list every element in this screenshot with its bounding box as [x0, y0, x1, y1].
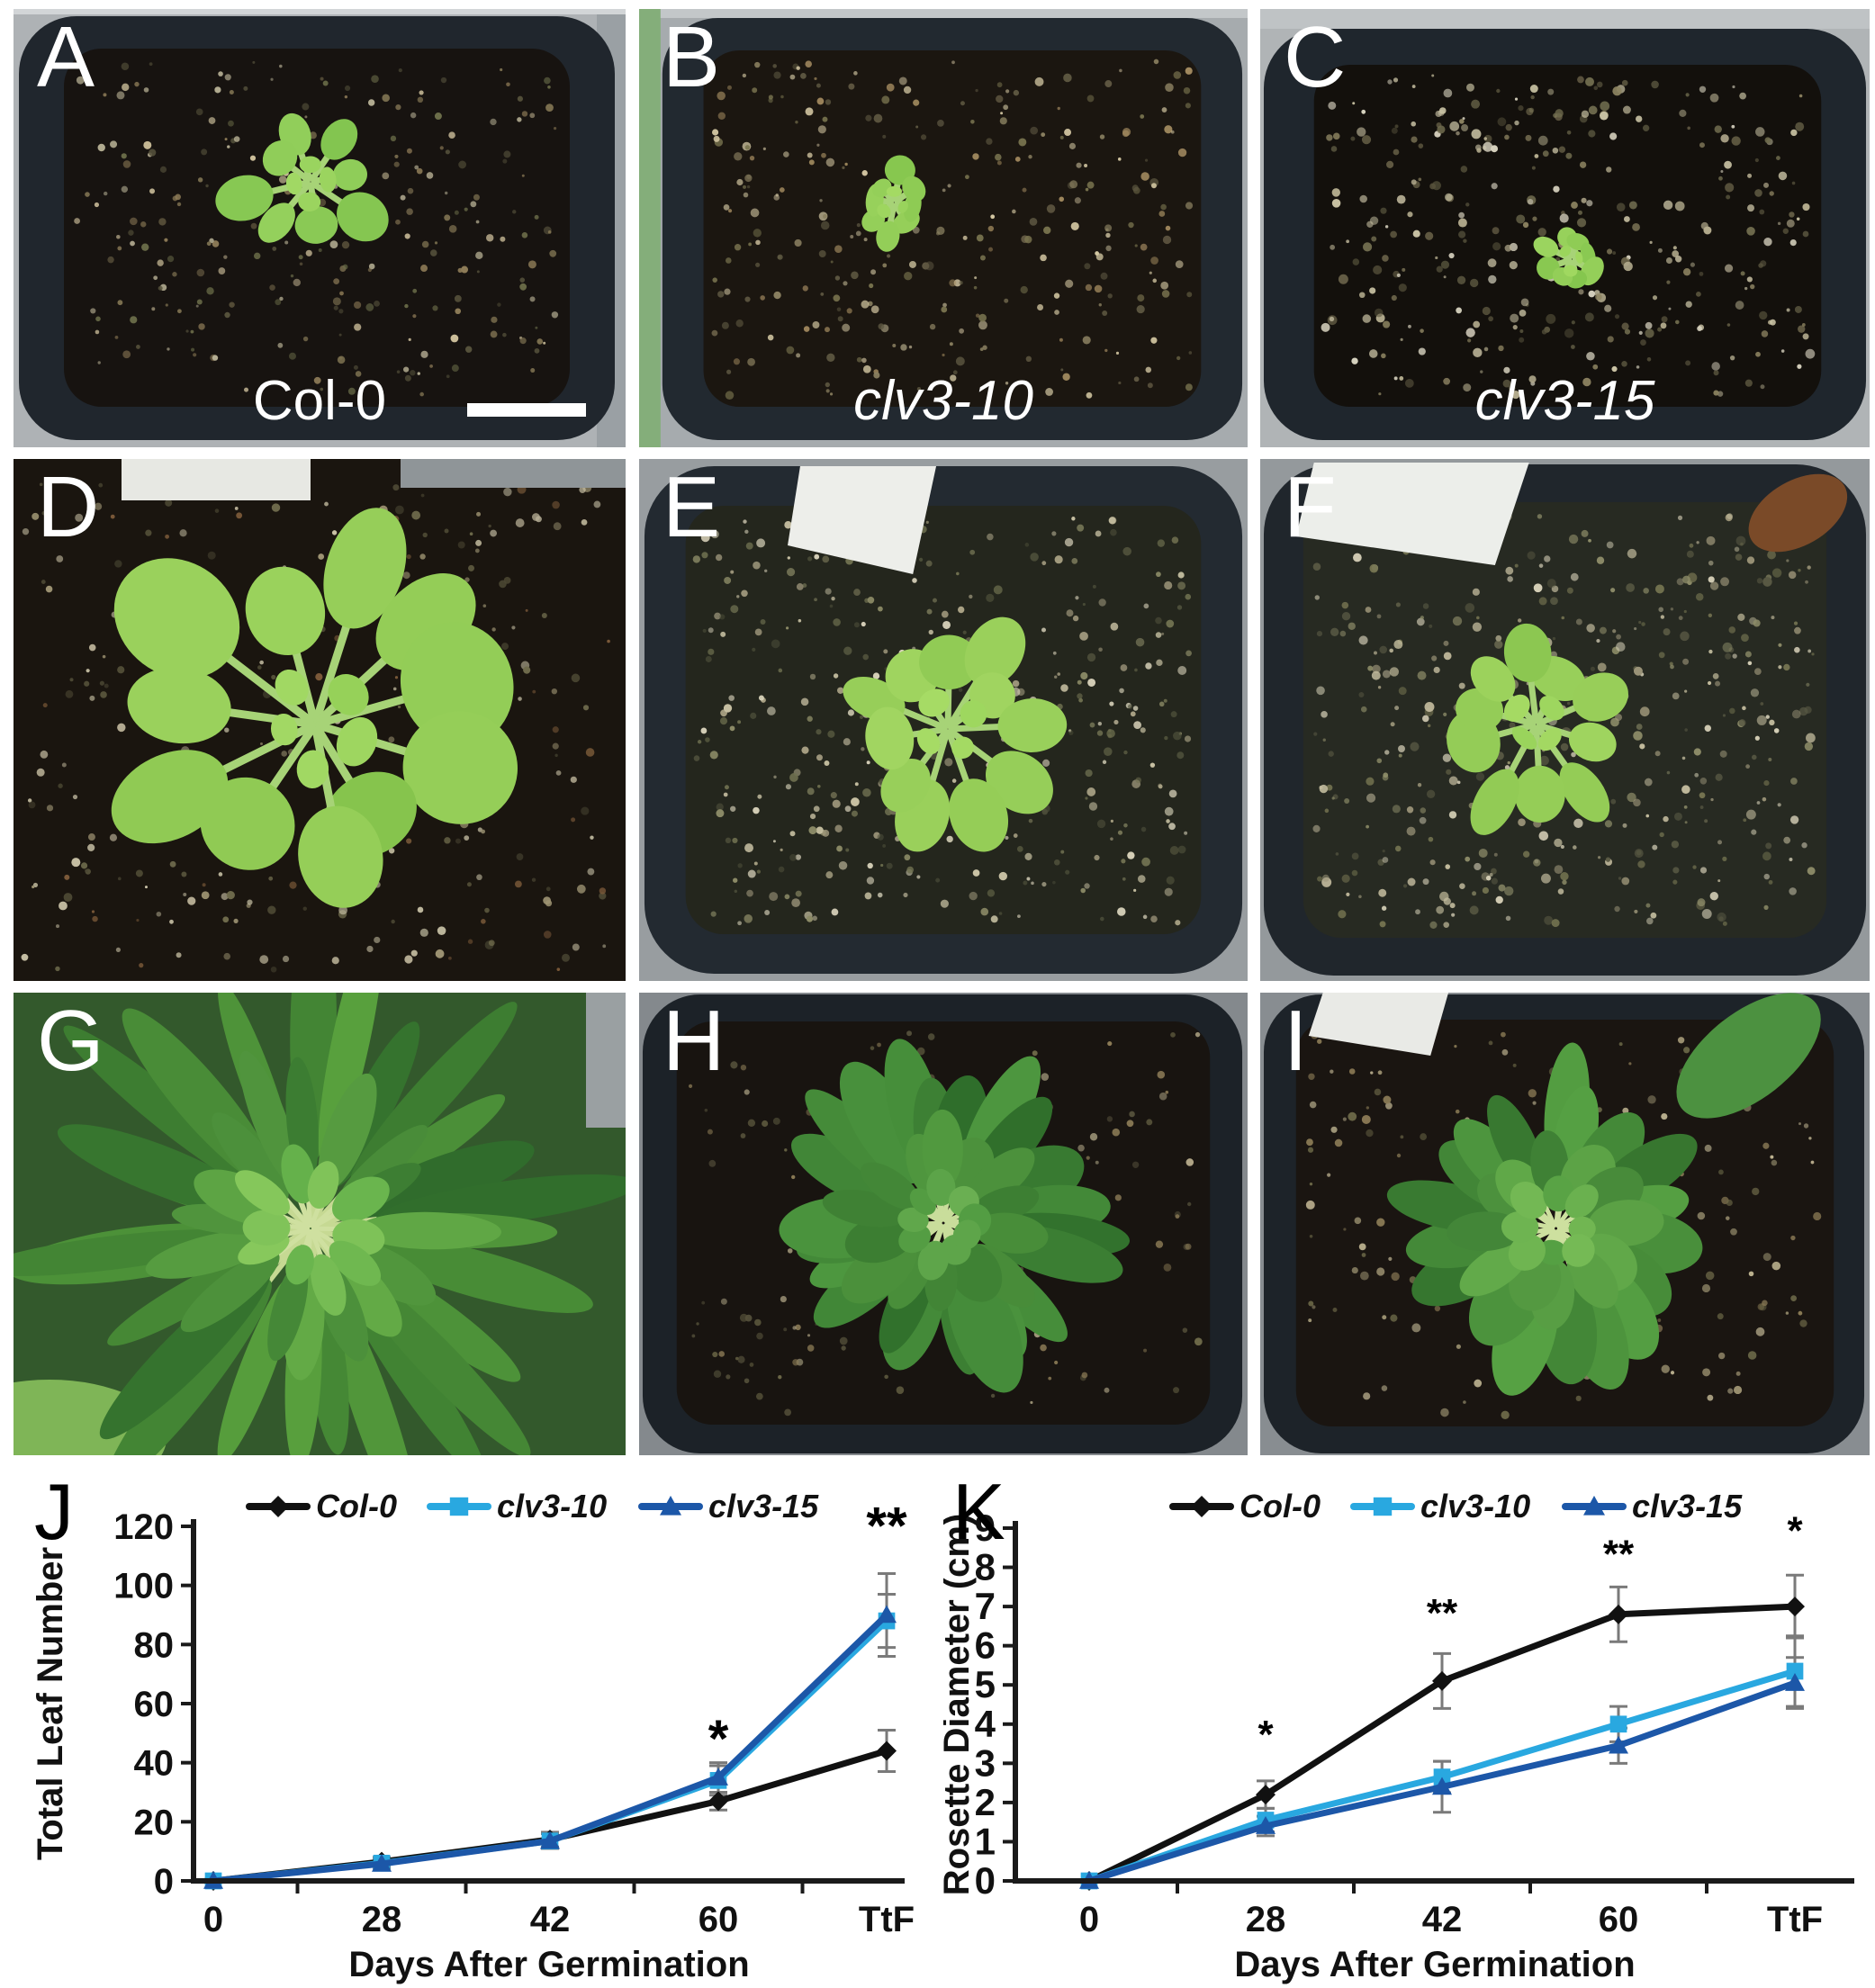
- svg-text:60: 60: [1599, 1900, 1639, 1939]
- svg-text:0: 0: [1079, 1900, 1099, 1939]
- photo-panel-c: C clv3-15: [1260, 9, 1870, 447]
- svg-text:80: 80: [134, 1625, 175, 1665]
- svg-text:60: 60: [134, 1685, 175, 1724]
- panel-letter-f: F: [1284, 459, 1337, 555]
- plant-photo-clv3-10-mature: [639, 993, 1248, 1455]
- svg-text:120: 120: [113, 1507, 174, 1547]
- svg-text:TtF: TtF: [859, 1900, 915, 1939]
- plant-photo-clv3-15-seedling: [1260, 9, 1870, 447]
- svg-text:**: **: [866, 1498, 907, 1556]
- plant-photo-clv3-15-rosette: [1260, 459, 1870, 981]
- plant-photo-clv3-10-seedling: [639, 9, 1248, 447]
- photo-panel-a: A Col-0: [14, 9, 626, 447]
- plant-photo-col0-seedling: [14, 9, 626, 447]
- scale-bar: [467, 403, 586, 417]
- svg-text:0: 0: [975, 1859, 996, 1902]
- panel-letter-b: B: [663, 9, 721, 105]
- line-chart-total-leaf-number: 0 20 40 60 80 100 120 0 28 42 60 TtF Days After Germ…: [31, 1488, 915, 1984]
- svg-text:Rosette Diameter (cm): Rosette Diameter (cm): [943, 1514, 977, 1896]
- plant-photo-col0-mature: [14, 993, 626, 1455]
- panel-letter-j: J: [34, 1467, 74, 1556]
- genotype-label-clv3-15: clv3-15: [1474, 370, 1655, 432]
- svg-text:TtF: TtF: [1767, 1900, 1823, 1939]
- photo-panel-h: H: [639, 993, 1248, 1455]
- svg-text:100: 100: [113, 1567, 174, 1606]
- svg-text:**: **: [1603, 1533, 1635, 1577]
- genotype-label-col0: Col-0: [252, 370, 387, 432]
- svg-text:5: 5: [975, 1663, 996, 1705]
- svg-text:6: 6: [975, 1624, 996, 1667]
- panel-letter-k: K: [952, 1467, 1005, 1556]
- svg-text:**: **: [1427, 1591, 1458, 1635]
- photo-panel-i: I: [1260, 993, 1870, 1455]
- svg-text:clv3-10: clv3-10: [1420, 1488, 1530, 1525]
- photo-panel-g: G: [14, 993, 626, 1455]
- panel-letter-i: I: [1284, 993, 1308, 1089]
- svg-text:clv3-10: clv3-10: [497, 1488, 607, 1525]
- svg-text:42: 42: [1422, 1900, 1463, 1939]
- plant-photo-clv3-10-rosette: [639, 459, 1248, 981]
- photo-panel-d: D: [14, 459, 626, 981]
- svg-text:4: 4: [975, 1703, 996, 1745]
- svg-text:0: 0: [154, 1862, 174, 1902]
- svg-text:2: 2: [975, 1781, 996, 1823]
- svg-text:42: 42: [530, 1900, 571, 1939]
- panel-letter-d: D: [37, 459, 100, 555]
- plant-photo-clv3-15-mature: [1260, 993, 1870, 1455]
- svg-text:3: 3: [975, 1741, 996, 1784]
- svg-text:clv3-15: clv3-15: [708, 1488, 819, 1525]
- svg-text:Total Leaf Number: Total Leaf Number: [31, 1547, 70, 1860]
- svg-text:40: 40: [134, 1744, 175, 1784]
- genotype-label-clv3-10: clv3-10: [853, 370, 1033, 432]
- photo-panel-b: B clv3-10: [639, 9, 1248, 447]
- chart-total-leaf-number: 0 20 40 60 80 100 120 0 28 42 60 TtF Days After Germ…: [23, 1474, 923, 1988]
- photo-panel-e: E: [639, 459, 1248, 981]
- svg-text:*: *: [1258, 1713, 1274, 1757]
- svg-text:*: *: [1787, 1508, 1803, 1552]
- svg-text:60: 60: [699, 1900, 739, 1939]
- svg-text:1: 1: [975, 1820, 996, 1862]
- photo-panel-f: F: [1260, 459, 1870, 981]
- svg-text:9: 9: [975, 1507, 996, 1549]
- chart-rosette-diameter: 0 1 2 3 4 5 6 7 8 9 0 28 42 60 TtF Days After Germinati…: [943, 1474, 1875, 1988]
- svg-text:28: 28: [1246, 1900, 1286, 1939]
- svg-text:Days After Germination: Days After Germination: [1234, 1945, 1635, 1984]
- svg-text:Col-0: Col-0: [316, 1488, 397, 1525]
- svg-text:28: 28: [362, 1900, 402, 1939]
- svg-text:*: *: [708, 1710, 729, 1768]
- svg-text:clv3-15: clv3-15: [1632, 1488, 1743, 1525]
- svg-text:7: 7: [975, 1585, 996, 1627]
- panel-letter-h: H: [663, 993, 726, 1089]
- panel-letter-a: A: [37, 9, 95, 105]
- svg-text:Days After Germination: Days After Germination: [348, 1945, 749, 1984]
- panel-letter-c: C: [1284, 9, 1347, 105]
- svg-text:0: 0: [203, 1900, 223, 1939]
- panel-letter-e: E: [663, 459, 721, 555]
- plant-photo-col0-rosette: [14, 459, 626, 981]
- svg-text:20: 20: [134, 1803, 175, 1842]
- svg-text:Col-0: Col-0: [1239, 1488, 1321, 1525]
- panel-letter-g: G: [37, 993, 104, 1089]
- svg-text:8: 8: [975, 1546, 996, 1588]
